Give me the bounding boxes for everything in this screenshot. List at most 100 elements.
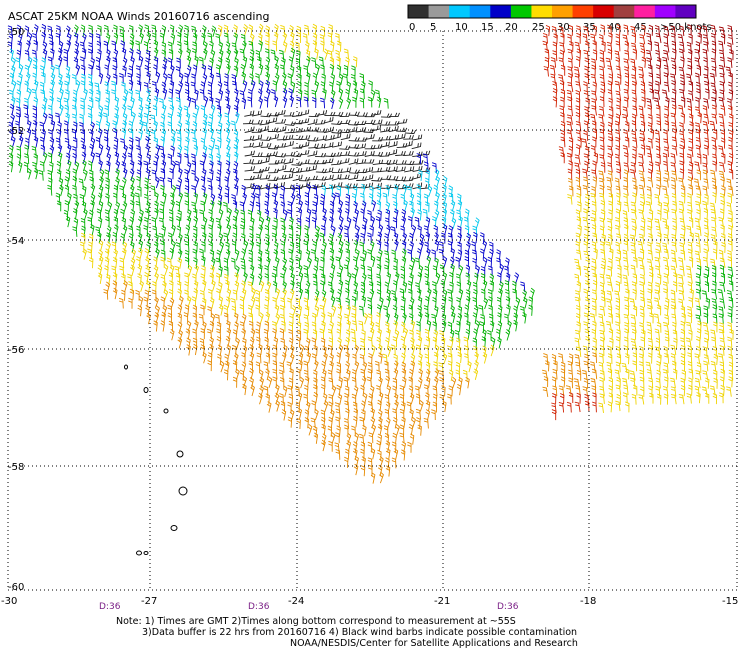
- wind-barb: [425, 361, 431, 373]
- wind-barb: [673, 272, 678, 284]
- wind-barb: [103, 136, 109, 148]
- wind-barb: [712, 280, 717, 292]
- wind-barb: [187, 264, 193, 277]
- wind-barb: [670, 344, 677, 356]
- wind-barb: [200, 255, 206, 268]
- wind-barb: [251, 119, 263, 125]
- wind-barb: [119, 32, 125, 44]
- wind-barb: [566, 401, 572, 413]
- wind-barb: [704, 392, 710, 404]
- wind-barb: [279, 377, 285, 388]
- wind-barb: [119, 72, 124, 84]
- wind-barb: [339, 174, 350, 180]
- wind-barb: [145, 57, 150, 69]
- wind-barb: [721, 152, 726, 164]
- wind-barb: [216, 153, 221, 165]
- wind-barb: [244, 182, 255, 189]
- wind-barb: [520, 281, 526, 293]
- wind-barb: [232, 344, 237, 356]
- wind-barb: [424, 265, 429, 277]
- wind-barb: [49, 95, 54, 108]
- wind-barb: [193, 144, 199, 156]
- wind-barb: [704, 329, 710, 341]
- wind-barb: [329, 247, 335, 260]
- wind-barb: [474, 351, 479, 364]
- wind-barb: [289, 95, 294, 108]
- wind-barb: [225, 41, 231, 53]
- wind-barb: [80, 129, 85, 141]
- wind-barb: [591, 224, 597, 236]
- wind-barb: [710, 216, 717, 228]
- wind-barb: [576, 369, 582, 381]
- wind-barb: [207, 360, 212, 372]
- wind-barb: [23, 104, 29, 116]
- wind-barb: [616, 104, 622, 116]
- wind-barb: [449, 256, 455, 269]
- wind-barb: [567, 48, 573, 60]
- wind-barb: [582, 185, 589, 196]
- wind-barb: [137, 185, 142, 197]
- wind-barb: [719, 193, 725, 204]
- wind-barb: [696, 24, 701, 37]
- wind-barb: [583, 265, 589, 277]
- wind-barb: [433, 351, 439, 364]
- wind-barb: [178, 167, 183, 180]
- wind-barb: [447, 289, 453, 300]
- wind-barb: [48, 33, 53, 45]
- wind-barb: [26, 128, 32, 140]
- wind-barb: [655, 64, 661, 76]
- wind-barb: [330, 295, 336, 308]
- wind-barb: [59, 104, 64, 116]
- wind-barb: [728, 280, 734, 292]
- wind-barb: [696, 362, 702, 374]
- wind-barb: [417, 209, 422, 221]
- wind-barb: [355, 143, 367, 150]
- wind-barb: [662, 281, 669, 292]
- wind-barb: [193, 288, 198, 300]
- wind-barb: [385, 217, 390, 229]
- wind-barb: [630, 314, 637, 325]
- wind-barb: [210, 265, 215, 277]
- wind-barb: [623, 162, 630, 173]
- wind-barb: [711, 177, 717, 189]
- wind-barb: [208, 232, 213, 245]
- wind-barb: [377, 248, 383, 261]
- wind-barb: [303, 393, 309, 405]
- wind-barb: [177, 144, 183, 157]
- wind-barb: [11, 80, 17, 92]
- wind-barb: [719, 298, 726, 309]
- wind-barb: [144, 216, 149, 228]
- wind-barb: [616, 23, 621, 36]
- wind-barb: [703, 74, 710, 85]
- wind-barb: [710, 208, 717, 220]
- wind-barb: [75, 63, 81, 76]
- wind-barb: [364, 134, 375, 140]
- wind-barb: [465, 264, 471, 276]
- wind-barb: [719, 281, 726, 292]
- wind-barb: [122, 57, 128, 69]
- wind-barb: [592, 24, 597, 36]
- wind-barb: [409, 408, 414, 421]
- wind-barb: [423, 417, 429, 429]
- wind-barb: [575, 249, 582, 260]
- wind-barb: [15, 120, 20, 132]
- wind-barb: [361, 295, 366, 308]
- wind-barb: [514, 272, 520, 284]
- wind-barb: [599, 385, 605, 397]
- wind-barb: [232, 289, 238, 301]
- wind-barb: [104, 183, 110, 196]
- wind-barb: [728, 152, 734, 165]
- wind-barb: [98, 239, 104, 252]
- wind-barb: [678, 208, 684, 220]
- wind-barb: [395, 166, 406, 173]
- wind-barb: [296, 368, 301, 380]
- wind-barb: [288, 377, 294, 389]
- wind-barb: [577, 201, 582, 213]
- wind-barb: [8, 160, 14, 173]
- legend-tick-15: 15: [481, 22, 494, 33]
- wind-barb: [657, 209, 662, 221]
- wind-barb: [615, 280, 620, 292]
- wind-barb: [105, 89, 110, 101]
- wind-barb: [249, 201, 255, 213]
- wind-barb: [184, 177, 190, 189]
